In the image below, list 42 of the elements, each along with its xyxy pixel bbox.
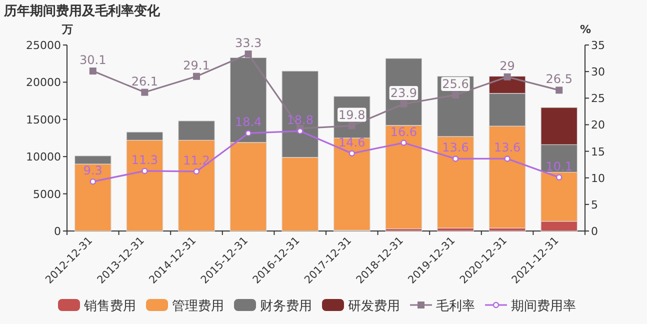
data-label: 33.3 (234, 36, 262, 50)
y2-tick-label: 25 (591, 92, 605, 106)
data-label: 9.3 (83, 164, 102, 178)
y-tick-label: 15000 (26, 113, 61, 126)
y2-tick-label: 35 (591, 39, 605, 52)
y-tick-label: 10000 (26, 150, 61, 164)
data-label: 13.6 (442, 140, 469, 155)
y2-tick-label: 5 (591, 198, 598, 212)
data-label: 26.5 (546, 72, 572, 86)
y2-tick-label: 0 (591, 225, 598, 238)
y2-axis-title: % (580, 23, 592, 36)
y2-tick-label: 20 (591, 118, 605, 132)
data-label: 29 (500, 58, 515, 73)
data-label: 29.1 (183, 58, 210, 72)
y-tick-label: 5000 (33, 188, 61, 201)
legend-label: 管理费用 (172, 299, 224, 314)
legend-label: 研发费用 (348, 299, 400, 314)
data-label: 26.1 (131, 74, 158, 88)
data-label: 25.6 (442, 76, 469, 91)
y2-tick-label: 15 (591, 145, 605, 158)
data-label: 11.3 (131, 152, 158, 167)
data-label: 13.6 (494, 140, 521, 155)
data-label: 30.1 (80, 53, 106, 68)
y-tick-label: 0 (54, 225, 61, 238)
y-tick-label: 20000 (26, 76, 61, 90)
legend-label: 期间费用率 (511, 298, 576, 314)
y-tick-label: 25000 (26, 39, 61, 52)
y2-tick-label: 30 (591, 66, 605, 79)
chart-title: 历年期间费用及毛利率变化 (3, 3, 161, 19)
legend-label: 财务费用 (260, 299, 312, 314)
data-label: 16.6 (390, 124, 418, 139)
legend-label: 毛利率 (436, 298, 475, 314)
data-label: 10.1 (546, 159, 572, 174)
data-label: 18.8 (286, 113, 314, 128)
legend-label: 销售费用 (83, 299, 136, 314)
y2-tick-label: 10 (591, 172, 605, 185)
y-axis-title: 万 (61, 23, 73, 36)
data-label: 19.8 (338, 108, 366, 122)
data-label: 14.6 (338, 135, 366, 150)
data-label: 11.2 (183, 153, 210, 168)
data-label: 18.4 (234, 115, 262, 130)
data-label: 23.9 (390, 86, 418, 100)
